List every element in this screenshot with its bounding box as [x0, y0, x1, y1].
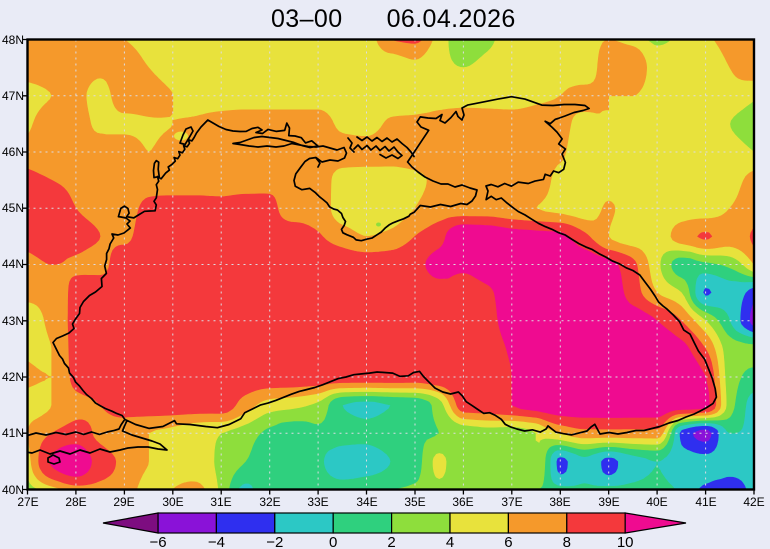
svg-text:03–00 06.04.2026: 03–00 06.04.2026 — [271, 5, 516, 33]
svg-text:30E: 30E — [162, 495, 183, 509]
svg-text:10: 10 — [617, 534, 634, 549]
svg-text:41E: 41E — [695, 495, 716, 509]
svg-text:38E: 38E — [549, 495, 570, 509]
svg-text:42N: 42N — [2, 370, 24, 384]
svg-text:2: 2 — [387, 534, 395, 549]
svg-text:6: 6 — [504, 534, 512, 549]
svg-text:29E: 29E — [113, 495, 134, 509]
svg-text:42E: 42E — [743, 495, 764, 509]
svg-text:−2: −2 — [266, 534, 283, 549]
svg-text:31E: 31E — [210, 495, 231, 509]
svg-text:40E: 40E — [646, 495, 667, 509]
svg-text:−4: −4 — [208, 534, 225, 549]
svg-text:−6: −6 — [149, 534, 166, 549]
svg-text:48N: 48N — [2, 33, 24, 47]
svg-text:40N: 40N — [2, 483, 24, 497]
svg-text:27E: 27E — [17, 495, 38, 509]
svg-text:43N: 43N — [2, 314, 24, 328]
svg-text:33E: 33E — [307, 495, 328, 509]
svg-text:39E: 39E — [598, 495, 619, 509]
svg-text:36E: 36E — [452, 495, 473, 509]
svg-text:28E: 28E — [65, 495, 86, 509]
svg-text:32E: 32E — [259, 495, 280, 509]
svg-text:41N: 41N — [2, 426, 24, 440]
svg-text:35E: 35E — [404, 495, 425, 509]
svg-text:44N: 44N — [2, 257, 24, 271]
svg-text:47N: 47N — [2, 89, 24, 103]
svg-text:45N: 45N — [2, 201, 24, 215]
svg-text:8: 8 — [563, 534, 571, 549]
svg-text:34E: 34E — [356, 495, 377, 509]
svg-text:46N: 46N — [2, 145, 24, 159]
svg-text:0: 0 — [329, 534, 337, 549]
svg-text:37E: 37E — [501, 495, 522, 509]
svg-text:4: 4 — [446, 534, 454, 549]
